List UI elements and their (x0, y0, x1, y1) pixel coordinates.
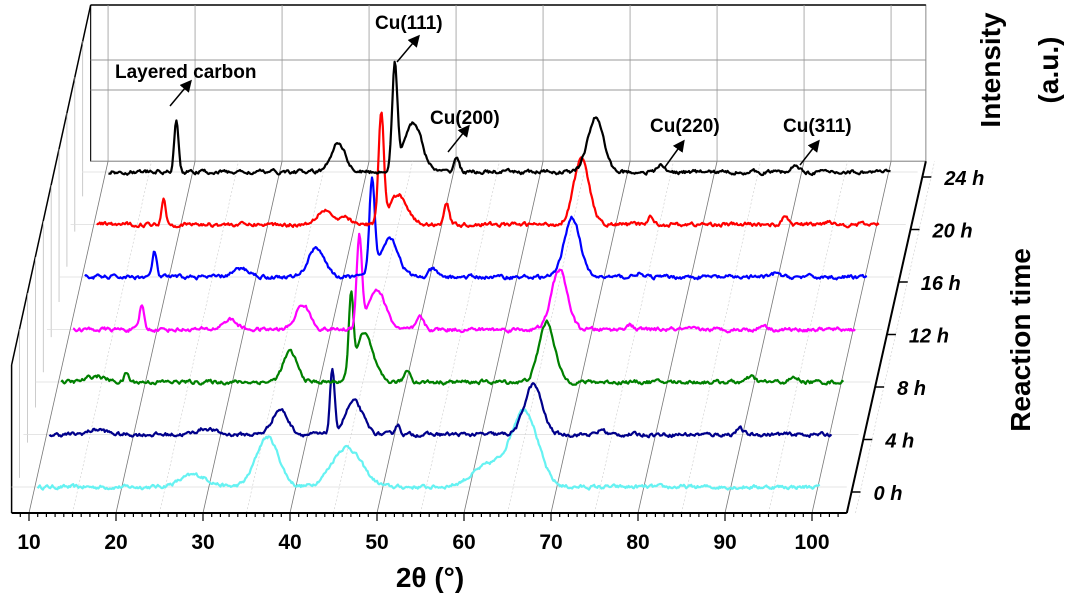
floor-minor-gridline (246, 161, 326, 514)
x-tick-label: 100 (794, 531, 829, 554)
z-tick-label: 0 h (874, 483, 903, 505)
x-tick-label: 70 (539, 531, 562, 554)
floor-minor-gridline (72, 161, 152, 514)
z-tick-label: 12 h (909, 326, 949, 348)
floor-minor-gridline (507, 161, 587, 514)
x-tick-label: 80 (626, 531, 649, 554)
annotation-arrow (169, 79, 192, 107)
floor-minor-gridline (681, 161, 761, 514)
annotation-arrow (447, 124, 470, 153)
series-line-4h (48, 367, 833, 439)
annotation-arrow (396, 34, 420, 63)
floor-gridline (811, 161, 892, 514)
x-tick-label: 10 (17, 531, 40, 554)
floor-gridline (550, 161, 631, 514)
x-tick-label: 50 (365, 531, 388, 554)
floor-gridline (28, 161, 109, 514)
x-tick-label: 30 (191, 531, 214, 554)
z-tick-label: 4 h (884, 431, 914, 453)
x-tick-label: 40 (278, 531, 301, 554)
floor-gridline (115, 161, 196, 514)
annotation-label: Cu(311) (783, 116, 852, 137)
x-axis: 10 20 30 40 50 60 70 80 90 100 (11, 512, 847, 554)
z-tick-label: 8 h (897, 378, 926, 400)
x-axis-title: 2θ (°) (396, 562, 464, 593)
floor-minor-gridline (855, 161, 935, 514)
floor-gridline (637, 161, 718, 514)
floor-minor-gridline (420, 161, 500, 514)
z-tick-label: 16 h (921, 273, 961, 295)
x-tick-label: 60 (452, 531, 475, 554)
floor-gridline (289, 161, 370, 514)
series-line-24h (108, 60, 891, 177)
y-axis-title-text: Intensity (975, 12, 1006, 128)
series-line-16h (84, 176, 868, 281)
annotation-label: Cu(111) (375, 13, 443, 34)
z-tick-label: 20 h (932, 221, 973, 243)
series-curves (36, 60, 891, 491)
y-axis-title: Intensity (a.u.) (975, 12, 1064, 128)
x-tick-label: 20 (104, 531, 127, 554)
annotation-label: Cu(220) (650, 116, 720, 137)
floor-minor-gridline (159, 161, 239, 514)
series-line-0h (36, 408, 821, 491)
floor-gridline (202, 161, 283, 514)
back-wall (90, 4, 927, 162)
x-tick-label: 90 (713, 531, 736, 554)
y-axis-title-unit: (a.u.) (1033, 37, 1064, 104)
z-tick-label: 24 h (943, 168, 984, 190)
series-line-12h (72, 232, 856, 334)
floor-gridline (724, 161, 805, 514)
annotation-label: Cu(200) (430, 108, 500, 129)
series-line-20h (96, 111, 880, 229)
floor-minor-gridline (768, 161, 848, 514)
z-axis: 0 h 4 h 8 h 12 h 16 h 20 h 24 h (845, 161, 984, 514)
floor-gridline (463, 161, 544, 514)
annotations: Layered carbon Cu(111) Cu(200) Cu(220) Cu(31… (115, 13, 852, 168)
series-line-8h (60, 290, 845, 386)
floor-minor-gridline (333, 161, 413, 514)
z-axis-title: Reaction time (1005, 248, 1036, 432)
floor-minor-gridline (594, 161, 674, 514)
annotation-arrow (799, 139, 820, 166)
z-axis-line (845, 161, 927, 514)
annotation-label: Layered carbon (115, 62, 257, 83)
annotation-arrow (664, 139, 685, 168)
